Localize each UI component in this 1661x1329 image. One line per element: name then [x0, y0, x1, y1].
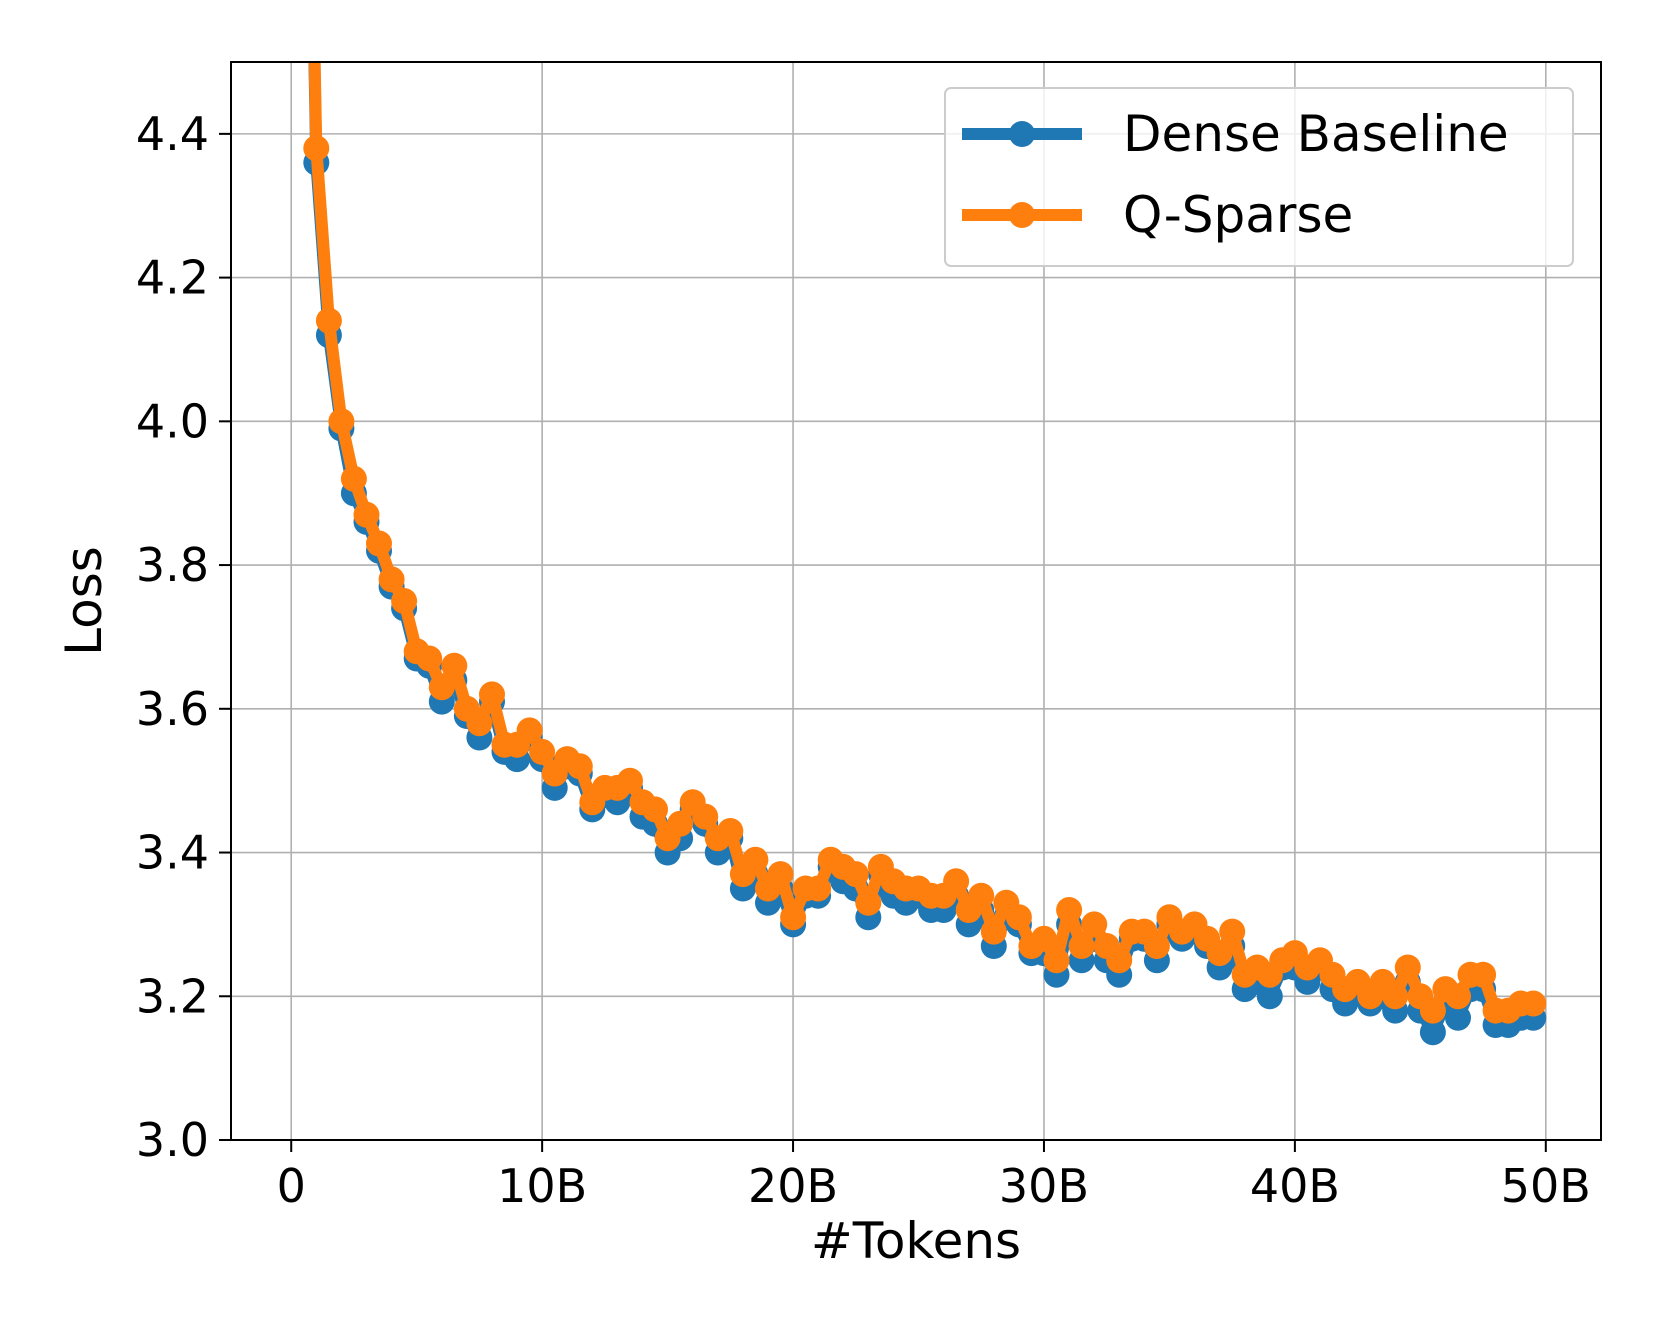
data-point-q-sparse [328, 408, 355, 435]
data-point-q-sparse [466, 710, 493, 737]
data-point-q-sparse [315, 307, 342, 334]
data-point-q-sparse [366, 530, 392, 557]
series-layer [303, 62, 1547, 1046]
y-tick-label: 3.0 [136, 1113, 209, 1167]
x-tick-label: 0 [277, 1159, 306, 1213]
data-point-q-sparse [642, 796, 668, 823]
data-point-q-sparse [1470, 961, 1497, 988]
legend-box [944, 87, 1574, 267]
data-point-q-sparse [1056, 897, 1083, 923]
data-point-q-sparse [1419, 997, 1446, 1024]
plot-frame [230, 61, 1602, 1141]
data-point-q-sparse [340, 465, 367, 492]
x-tick-label: 20B [748, 1159, 838, 1213]
x-tick-label: 40B [1250, 1159, 1340, 1213]
legend-label-dense-baseline: Dense Baseline [1123, 105, 1509, 163]
data-point-q-sparse [428, 674, 455, 701]
data-point-q-sparse [780, 904, 807, 931]
x-tick-label: 50B [1501, 1159, 1591, 1213]
legend-marker-dense-baseline [1009, 121, 1035, 147]
data-point-q-sparse [1043, 947, 1070, 974]
data-point-q-sparse [303, 135, 330, 162]
y-tick-label: 4.2 [136, 251, 209, 305]
series-q-sparse [303, 62, 1547, 1024]
x-axis-label: #Tokens [811, 1212, 1021, 1270]
data-point-q-sparse [1520, 990, 1547, 1017]
y-tick-label: 3.6 [136, 682, 209, 736]
data-point-q-sparse [1382, 983, 1409, 1010]
data-point-q-sparse [1219, 918, 1246, 945]
data-point-q-sparse [353, 501, 380, 528]
grid-lines [231, 62, 1601, 1141]
data-point-q-sparse [1106, 947, 1133, 974]
data-point-q-sparse [416, 645, 443, 672]
data-point-q-sparse [391, 588, 418, 614]
y-tick-label: 3.8 [136, 538, 209, 592]
legend-marker-q-sparse [1009, 202, 1035, 228]
data-point-dense-baseline [1256, 983, 1283, 1010]
data-point-q-sparse [1394, 954, 1421, 981]
y-tick-label: 3.4 [136, 826, 209, 880]
y-tick-label: 3.2 [136, 969, 209, 1023]
y-tick-label: 4.4 [136, 107, 209, 161]
data-point-q-sparse [842, 861, 869, 888]
data-point-q-sparse [1068, 933, 1095, 959]
data-point-q-sparse [980, 918, 1007, 945]
data-point-q-sparse [692, 803, 719, 830]
x-axis-ticks: 0 10B 20B 30B 40B 50B [277, 1140, 1591, 1213]
data-point-dense-baseline [1445, 1004, 1471, 1031]
y-axis-label: Loss [55, 546, 113, 656]
x-tick-label: 30B [999, 1159, 1089, 1213]
data-point-q-sparse [441, 652, 468, 679]
data-point-q-sparse [717, 818, 744, 844]
data-point-q-sparse [742, 846, 769, 873]
data-point-q-sparse [1206, 940, 1233, 967]
data-point-q-sparse [479, 681, 505, 708]
data-point-q-sparse [566, 753, 593, 780]
data-point-q-sparse [529, 738, 556, 765]
legend-label-q-sparse: Q-Sparse [1123, 186, 1353, 244]
x-tick-label: 10B [497, 1159, 587, 1213]
data-point-q-sparse [1031, 925, 1057, 952]
legend: Dense Baseline Q-Sparse [944, 87, 1574, 267]
data-point-q-sparse [805, 875, 832, 902]
y-axis-ticks: 3.0 3.2 3.4 3.6 3.8 4.0 4.2 4.4 [136, 107, 231, 1167]
data-point-q-sparse [1081, 911, 1108, 938]
data-point-q-sparse [516, 717, 543, 744]
data-point-q-sparse [767, 861, 794, 888]
data-point-q-sparse [1005, 904, 1032, 931]
data-point-q-sparse [1445, 983, 1471, 1010]
data-point-q-sparse [943, 868, 970, 895]
data-point-q-sparse [617, 767, 643, 794]
data-point-q-sparse [378, 566, 405, 593]
data-point-q-sparse [667, 810, 694, 837]
data-point-q-sparse [968, 882, 995, 909]
data-point-q-sparse [1143, 933, 1170, 959]
data-point-dense-baseline [1419, 1019, 1446, 1046]
data-point-q-sparse [855, 889, 882, 916]
y-tick-label: 4.0 [136, 394, 209, 448]
